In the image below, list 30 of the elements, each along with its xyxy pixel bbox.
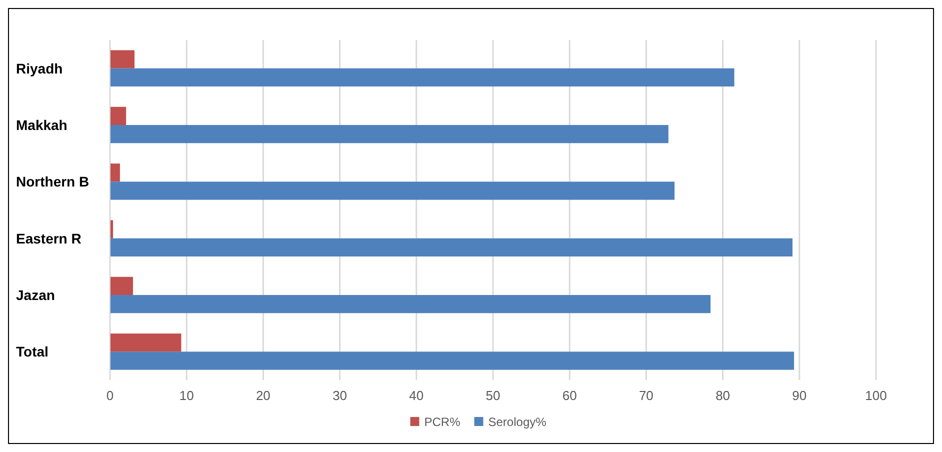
y-tick-label: Eastern R — [16, 230, 82, 246]
x-tick-label: 20 — [256, 388, 270, 403]
x-tick-label: 40 — [409, 388, 424, 403]
bar — [110, 276, 133, 295]
x-tick-label: 80 — [716, 388, 730, 403]
bar — [110, 50, 135, 68]
bar — [110, 352, 794, 370]
bar — [110, 238, 793, 256]
legend-label: Serology% — [488, 415, 547, 429]
y-tick-label: Jazan — [16, 287, 55, 303]
bar — [110, 106, 126, 125]
y-tick-label: Northern B — [16, 174, 90, 190]
bar — [110, 164, 120, 182]
x-tick-label: 10 — [179, 388, 194, 403]
x-tick-label: 50 — [486, 388, 500, 403]
x-tick-label: 90 — [792, 388, 807, 403]
x-tick-label: 0 — [106, 388, 114, 403]
bar — [110, 295, 711, 314]
y-tick-label: Makkah — [16, 117, 68, 133]
x-tick-label: 60 — [562, 388, 577, 403]
x-tick-label: 70 — [638, 388, 654, 403]
y-tick-label: Riyadh — [16, 60, 63, 76]
x-tick-label: 100 — [865, 388, 887, 403]
bar — [110, 125, 668, 144]
bar — [110, 334, 182, 352]
bar — [110, 68, 734, 86]
bar — [110, 182, 675, 200]
x-tick-label: 30 — [332, 388, 348, 403]
legend-label: PCR% — [424, 415, 461, 429]
y-tick-label: Total — [16, 344, 48, 360]
